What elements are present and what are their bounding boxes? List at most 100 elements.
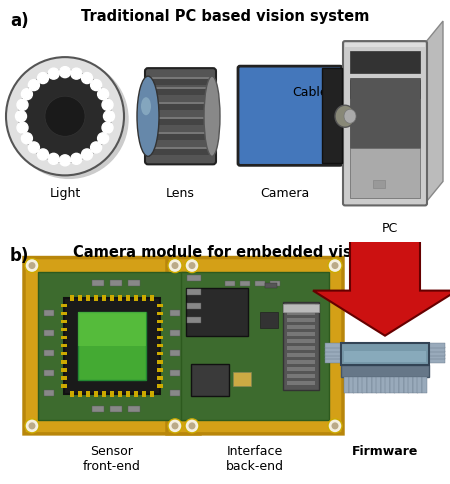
Bar <box>44 370 54 376</box>
Circle shape <box>102 100 113 111</box>
Bar <box>146 133 215 135</box>
Bar <box>408 377 413 393</box>
Bar <box>287 332 315 336</box>
Circle shape <box>332 262 338 270</box>
Bar <box>146 88 215 96</box>
Text: Camera module for embedded vision: Camera module for embedded vision <box>73 244 377 259</box>
Bar <box>350 149 420 199</box>
Circle shape <box>189 262 195 270</box>
Bar <box>61 352 67 356</box>
Bar <box>44 330 54 336</box>
Text: PC: PC <box>382 222 398 235</box>
Bar <box>429 344 445 348</box>
Bar <box>181 272 329 420</box>
Bar <box>255 281 265 286</box>
Bar <box>94 295 98 301</box>
Bar <box>110 391 114 397</box>
Bar <box>134 295 138 301</box>
Bar <box>349 377 354 393</box>
Bar <box>157 320 163 324</box>
Circle shape <box>71 69 82 80</box>
Bar <box>287 381 315 385</box>
Circle shape <box>28 262 36 270</box>
Bar <box>385 377 390 393</box>
Bar <box>187 303 201 309</box>
Circle shape <box>104 111 114 122</box>
Bar <box>44 310 54 316</box>
Text: Traditional PC based vision system: Traditional PC based vision system <box>81 9 369 24</box>
Circle shape <box>168 419 182 433</box>
Bar <box>78 295 82 301</box>
Bar <box>187 289 201 295</box>
Bar <box>325 358 341 363</box>
Circle shape <box>45 97 85 137</box>
Text: a): a) <box>10 12 29 30</box>
Ellipse shape <box>344 110 356 124</box>
Bar <box>86 391 90 397</box>
Bar <box>78 312 146 346</box>
Circle shape <box>81 150 93 161</box>
Circle shape <box>59 67 71 78</box>
Bar <box>142 391 146 397</box>
Bar <box>61 384 67 388</box>
Bar <box>191 364 229 396</box>
Bar <box>61 320 67 324</box>
Bar <box>157 312 163 316</box>
Circle shape <box>90 80 102 91</box>
Bar <box>287 374 315 378</box>
Bar <box>86 295 90 301</box>
Circle shape <box>22 90 32 101</box>
Bar <box>413 377 418 393</box>
Bar <box>283 302 319 390</box>
Ellipse shape <box>19 71 111 163</box>
Circle shape <box>102 123 113 134</box>
Circle shape <box>328 259 342 273</box>
Bar <box>350 79 420 149</box>
Circle shape <box>17 123 28 134</box>
Bar <box>325 344 341 348</box>
Bar <box>61 336 67 340</box>
Bar <box>78 391 82 397</box>
Bar <box>157 328 163 332</box>
Circle shape <box>48 154 59 165</box>
FancyBboxPatch shape <box>167 258 343 434</box>
Circle shape <box>332 423 338 429</box>
Circle shape <box>28 423 36 429</box>
Bar <box>146 148 215 150</box>
Bar <box>118 391 122 397</box>
Bar <box>187 317 201 323</box>
Bar <box>287 346 315 350</box>
Bar <box>146 78 215 86</box>
Circle shape <box>25 259 39 273</box>
Text: Camera: Camera <box>261 187 310 200</box>
Bar <box>150 391 154 397</box>
Bar <box>110 295 114 301</box>
Bar <box>358 377 363 393</box>
Circle shape <box>71 154 82 165</box>
Bar <box>128 280 140 286</box>
Bar <box>157 304 163 308</box>
Bar <box>287 325 315 329</box>
Circle shape <box>98 134 108 145</box>
Text: Cable: Cable <box>292 86 328 99</box>
Bar <box>142 295 146 301</box>
Ellipse shape <box>204 77 220 157</box>
Ellipse shape <box>141 98 151 116</box>
Circle shape <box>28 80 40 91</box>
FancyBboxPatch shape <box>238 67 342 166</box>
Bar <box>70 391 74 397</box>
Bar <box>170 330 180 336</box>
Bar <box>118 295 122 301</box>
Circle shape <box>328 419 342 433</box>
Bar <box>146 133 215 141</box>
Bar <box>422 377 427 393</box>
Bar <box>61 376 67 380</box>
Bar <box>146 103 215 105</box>
Bar <box>61 312 67 316</box>
Bar <box>170 310 180 316</box>
Bar <box>287 339 315 343</box>
Bar <box>418 377 423 393</box>
Circle shape <box>171 423 179 429</box>
Bar <box>395 377 400 393</box>
Bar <box>102 391 106 397</box>
